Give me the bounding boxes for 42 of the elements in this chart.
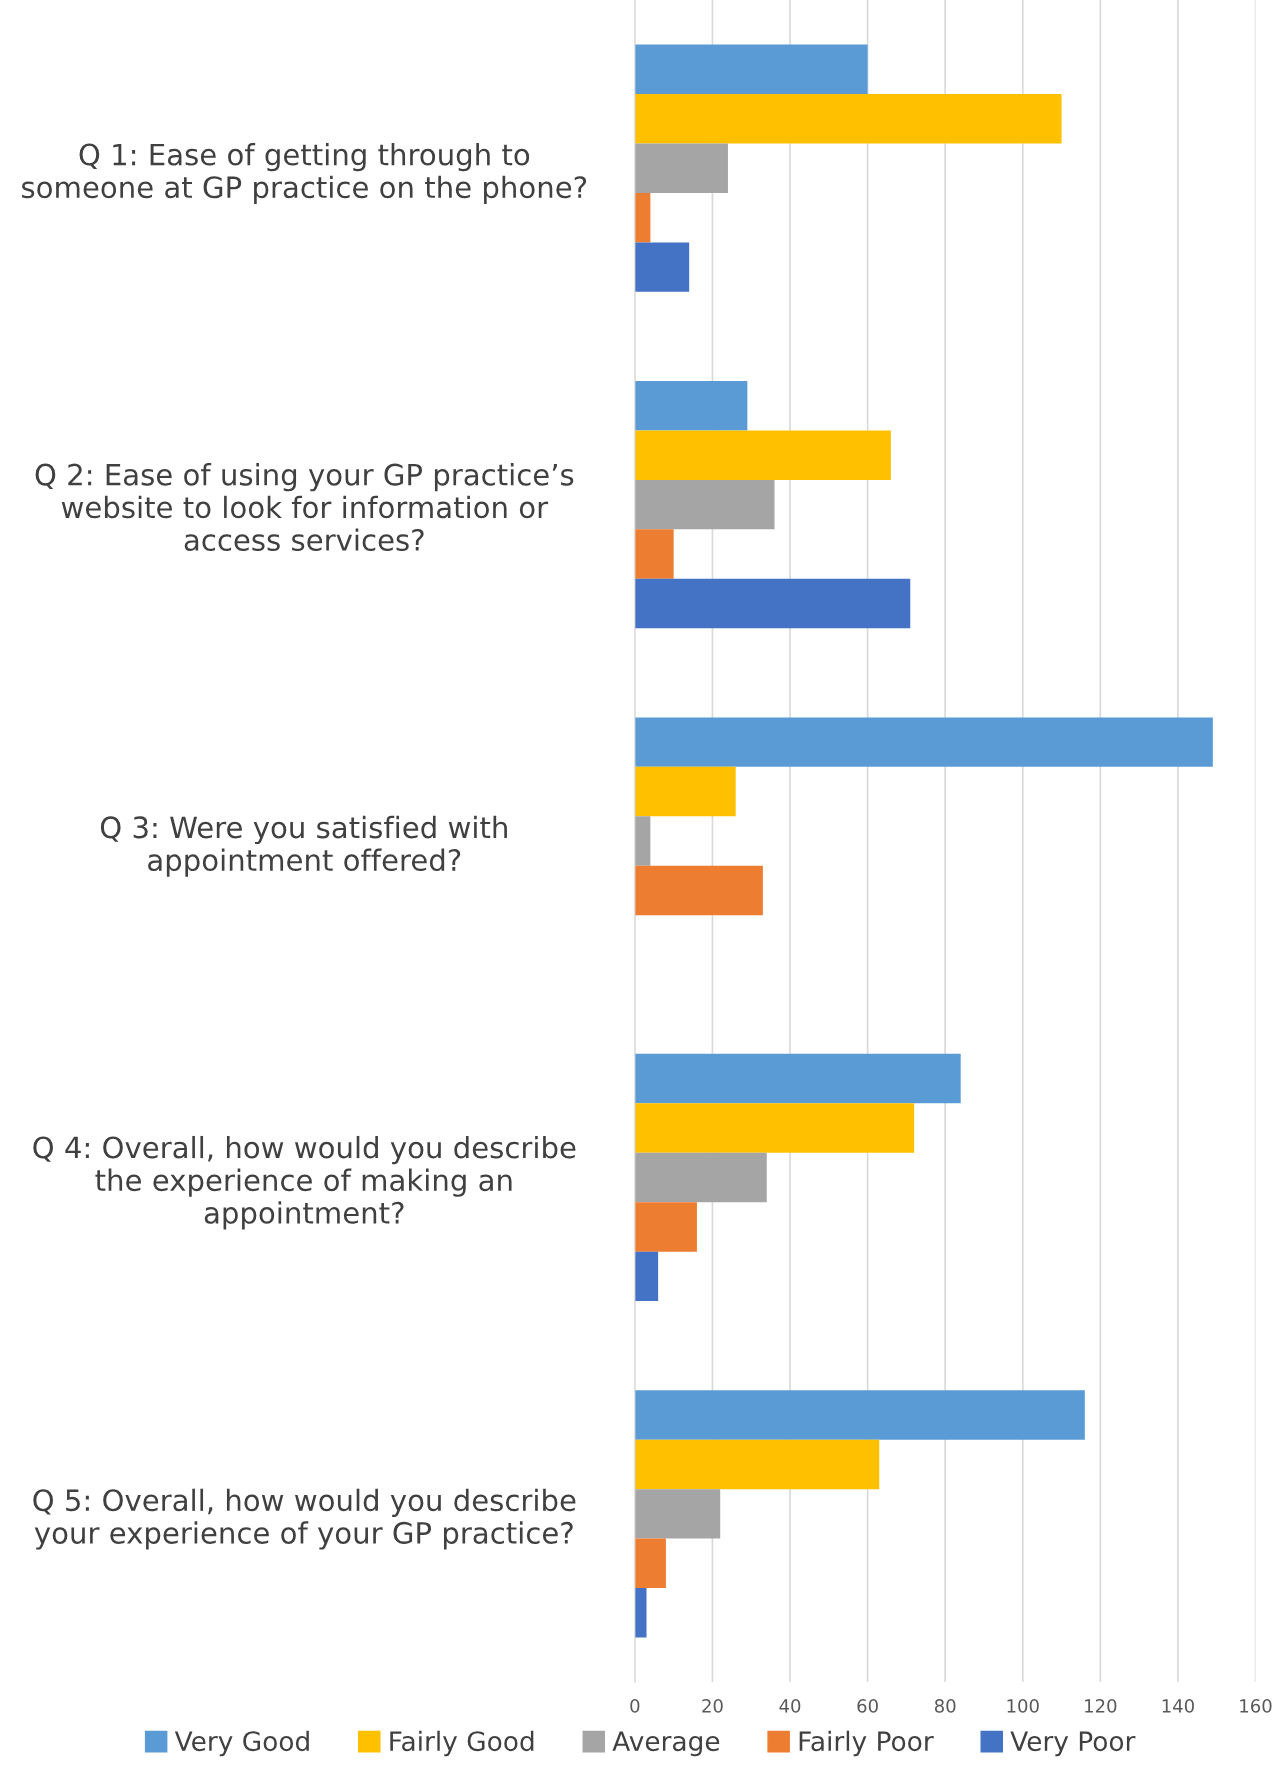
bar [634,1439,880,1490]
x-tick-label: 60 [857,1699,878,1713]
x-tick-label: 100 [1007,1699,1039,1713]
legend-label: Fairly Good [390,1730,534,1757]
x-tick-label: 0 [630,1699,640,1713]
y-tick-label: Q 3: Were you satisfied with appointment offered? [100,815,507,877]
bar [634,479,775,530]
bar [634,816,651,866]
legend-label: Fairly Poor [799,1730,934,1757]
bar [634,242,690,292]
bar [634,1538,666,1589]
y-tick-label: Q 2: Ease of using your GP practice’s website to look for information or access services? [35,463,574,551]
bar [634,44,868,95]
x-tick-label: 140 [1162,1699,1194,1713]
x-tick-label: 160 [1240,1699,1272,1713]
legend-label: Very Poor [1010,1731,1136,1757]
bar [634,717,1213,767]
bar [634,766,736,817]
x-tick-label: 20 [702,1699,723,1713]
y-tick-label: Q 5: Overall, how would you describe your experience of your GP practice? [33,1488,576,1550]
bar [634,1152,767,1203]
bar [634,430,891,480]
bar [634,1489,721,1539]
bar [634,1390,1085,1440]
bar [634,1053,961,1104]
legend-label: Average [612,1731,720,1757]
bar [634,1588,647,1638]
x-tick-label: 80 [934,1699,956,1713]
y-tick-label: Q 4: Overall, how would you describe the experience of making an appointment? [33,1135,576,1230]
bar [634,143,728,193]
x-tick-label: 40 [779,1699,801,1713]
bar [634,1202,697,1252]
bar [634,865,763,916]
bar [634,1251,659,1302]
bar [634,529,674,579]
bar [634,578,911,629]
x-tick-label: 120 [1085,1699,1117,1713]
bar [634,94,1062,144]
bar [634,1103,915,1153]
legend-label: Very Good [174,1730,309,1757]
bar [634,381,748,431]
y-tick-label: Q 1: Ease of getting through to someone at GP practice on the phone? [22,143,587,204]
